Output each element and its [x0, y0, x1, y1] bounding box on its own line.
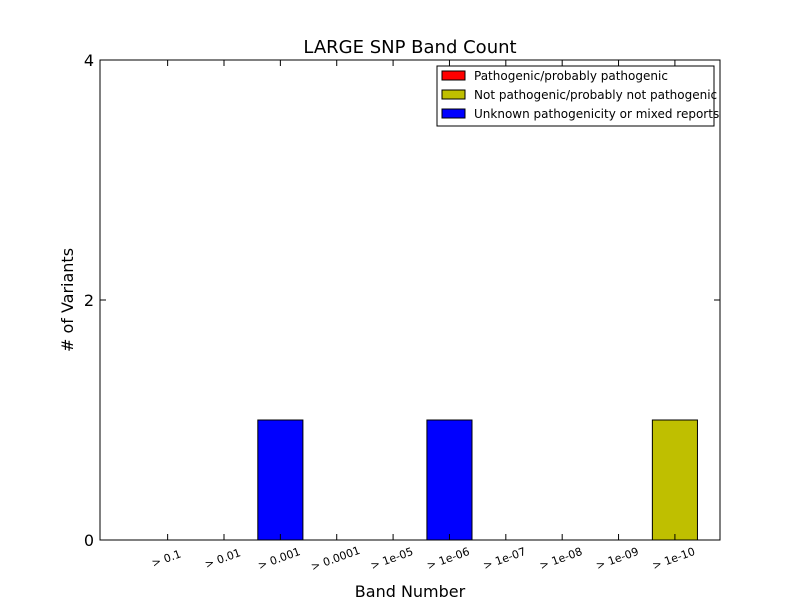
- x-axis-label: Band Number: [355, 582, 466, 600]
- y-tick-label: 4: [84, 51, 94, 70]
- bars-group: [257, 419, 698, 541]
- legend-box: [436, 65, 715, 127]
- x-tick-label: > 0.01: [203, 546, 242, 571]
- x-tick-label: > 1e-09: [594, 545, 640, 572]
- x-tick-label: > 1e-08: [538, 545, 584, 572]
- legend-label-1: Not pathogenic/probably not pathogenic: [474, 88, 717, 102]
- x-tick-label: > 1e-05: [369, 545, 415, 572]
- y-axis-label: # of Variants: [58, 248, 77, 352]
- y-tick-label: 0: [84, 531, 94, 550]
- x-axis: > 0.1 > 0.01 > 0.001 > 0.0001 > 1e-05 > 1e-06…: [150, 60, 697, 574]
- bar-9-series-1: [651, 419, 698, 541]
- y-tick-label: 2: [84, 291, 94, 310]
- x-tick-label: > 0.0001: [309, 544, 362, 574]
- legend-label-2: Unknown pathogenicity or mixed reports: [474, 107, 719, 121]
- legend-label-0: Pathogenic/probably pathogenic: [474, 69, 668, 83]
- x-tick-label: > 1e-07: [482, 545, 528, 572]
- bar-5-series-2: [426, 419, 473, 541]
- legend-swatch-1: [441, 89, 466, 100]
- x-tick-label: > 1e-06: [425, 545, 471, 572]
- legend: Pathogenic/probably pathogenic Not pathog…: [436, 65, 719, 127]
- legend-swatch-0: [441, 70, 466, 81]
- x-tick-label: > 1e-10: [651, 545, 697, 572]
- bar-2-series-2: [257, 419, 304, 541]
- x-tick-label: > 0.1: [150, 547, 183, 570]
- chart-title: LARGE SNP Band Count: [303, 37, 516, 58]
- x-tick-label: > 0.001: [256, 545, 302, 572]
- plot-frame: [99, 59, 721, 541]
- y-axis: 0 2 4: [84, 51, 720, 550]
- legend-swatch-2: [441, 108, 466, 119]
